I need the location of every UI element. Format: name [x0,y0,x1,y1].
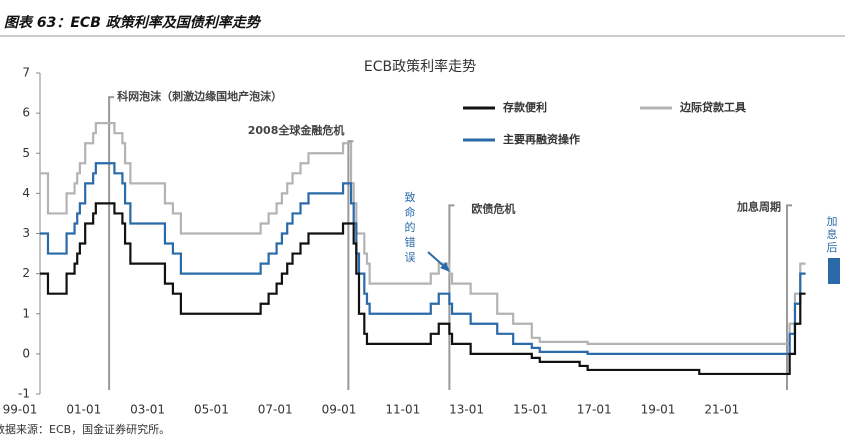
chart-title: ECB政策利率走势 [364,58,476,75]
event-label: 2008全球金融危机 [248,123,345,137]
x-tick-label: 21-01 [704,403,739,417]
x-tick-label: 01-01 [66,403,101,417]
after-hike-label-char: 后 [827,241,838,254]
x-tick-label: 05-01 [194,403,229,417]
x-tick-label: 09-01 [322,403,357,417]
after-hike-box [828,258,840,284]
y-tick-label: 1 [22,306,30,320]
rate-line [40,122,806,345]
x-tick-label: 15-01 [513,403,548,417]
after-hike-label-char: 息 [827,227,838,241]
after-hike-label-char: 加 [827,215,838,228]
event-label: 科网泡沫（刺激边缘国地产泡沫） [117,89,282,103]
x-tick-label: 03-01 [130,403,165,417]
y-tick-label: 0 [22,346,30,360]
y-tick-label: 5 [22,146,30,160]
mistake-label-char: 错 [405,235,416,249]
page-title: 图表 63：ECB 政策利率及国债利率走势 [4,14,262,31]
rate-line [40,162,806,355]
y-tick-label: -1 [18,387,30,401]
event-line [347,140,354,390]
x-tick-label: 13-01 [449,403,484,417]
mistake-label-char: 致 [405,190,416,204]
y-tick-label: 6 [22,106,30,120]
event-label: 欧债危机 [471,201,515,215]
mistake-label-char: 误 [405,251,416,264]
x-tick-label: 11-01 [385,403,420,417]
event-line [108,96,115,390]
x-tick-label: 17-01 [577,403,612,417]
mistake-arrowhead [440,262,450,272]
x-tick-label: 07-01 [258,403,293,417]
y-tick-label: 2 [22,266,30,280]
legend-label: 边际贷款工具 [679,100,746,114]
x-tick-label: 99-01 [3,403,38,417]
y-tick-label: 4 [22,186,30,200]
legend-label: 存款便利 [503,100,547,114]
event-line [785,204,792,390]
legend-label: 主要再融资操作 [503,132,580,146]
y-tick-label: 3 [22,226,30,240]
mistake-label-char: 的 [405,220,416,234]
x-tick-label: 19-01 [641,403,676,417]
source-note: 数据来源：ECB，国金证券研究所。 [0,422,170,436]
mistake-label-char: 命 [405,205,416,219]
y-tick-label: 7 [22,66,30,80]
event-label: 加息周期 [736,199,781,213]
rate-line [40,202,806,376]
